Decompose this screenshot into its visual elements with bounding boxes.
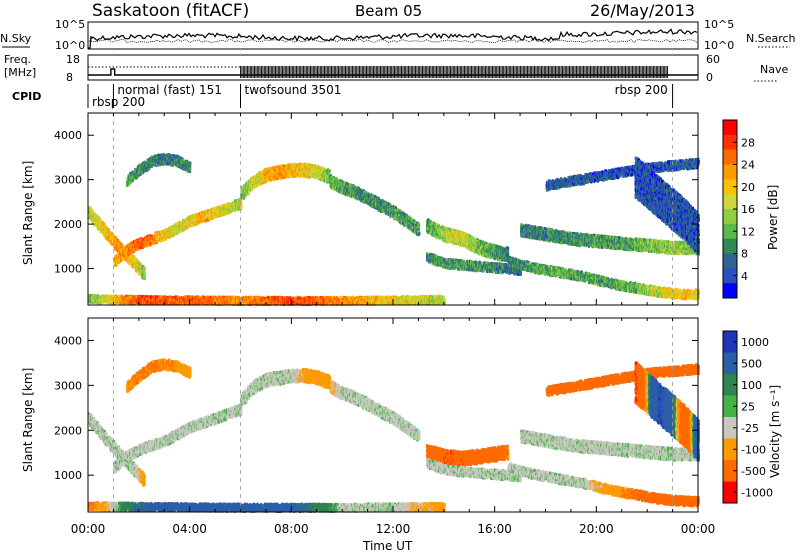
- station-title: Saskatoon (fitACF): [92, 1, 249, 21]
- nsky-label: N.Sky: [0, 32, 32, 45]
- nave-bars: [88, 66, 668, 78]
- freq-tick-bottom: 8: [66, 71, 73, 84]
- data-cell: [144, 273, 146, 276]
- radar-figure: Saskatoon (fitACF) Beam 05 26/May/2013 N…: [0, 0, 800, 554]
- data-cell: [144, 276, 146, 279]
- cpid-segment-label: rbsp 200: [615, 83, 668, 97]
- noise-tick-right-top: 10^5: [704, 18, 734, 31]
- cpid-segment-label: twofsound 3501: [245, 83, 342, 97]
- nave-tick-bottom: 0: [706, 71, 713, 84]
- nave-label: Nave: [760, 63, 788, 76]
- nave-tick-top: 60: [706, 53, 720, 66]
- data-cell: [144, 267, 146, 270]
- freq-unit-label: [MHz]: [4, 66, 36, 79]
- cpid-segment-label: rbsp 200: [92, 95, 145, 109]
- noise-sky-trace: [88, 29, 697, 48]
- freq-nave-panel: Freq. [MHz] 18 8 60 0 Nave: [4, 53, 788, 84]
- noise-panel: N.Sky 10^5 10^0 10^5 10^0 N.Search: [0, 18, 796, 52]
- cpid-segment-label: normal (fast) 151: [117, 83, 221, 97]
- noise-search-trace: [88, 40, 697, 43]
- date-title: 26/May/2013: [590, 1, 695, 20]
- beam-title: Beam 05: [355, 2, 422, 20]
- noise-tick-left-top: 10^5: [55, 18, 85, 31]
- nsearch-label: N.Search: [746, 32, 796, 45]
- freq-label: Freq.: [4, 53, 31, 66]
- freq-tick-top: 18: [66, 53, 80, 66]
- cpid-label: CPID: [12, 90, 41, 103]
- noise-tick-right-bottom: 10^0: [704, 39, 734, 52]
- noise-tick-left-bottom: 10^0: [55, 39, 85, 52]
